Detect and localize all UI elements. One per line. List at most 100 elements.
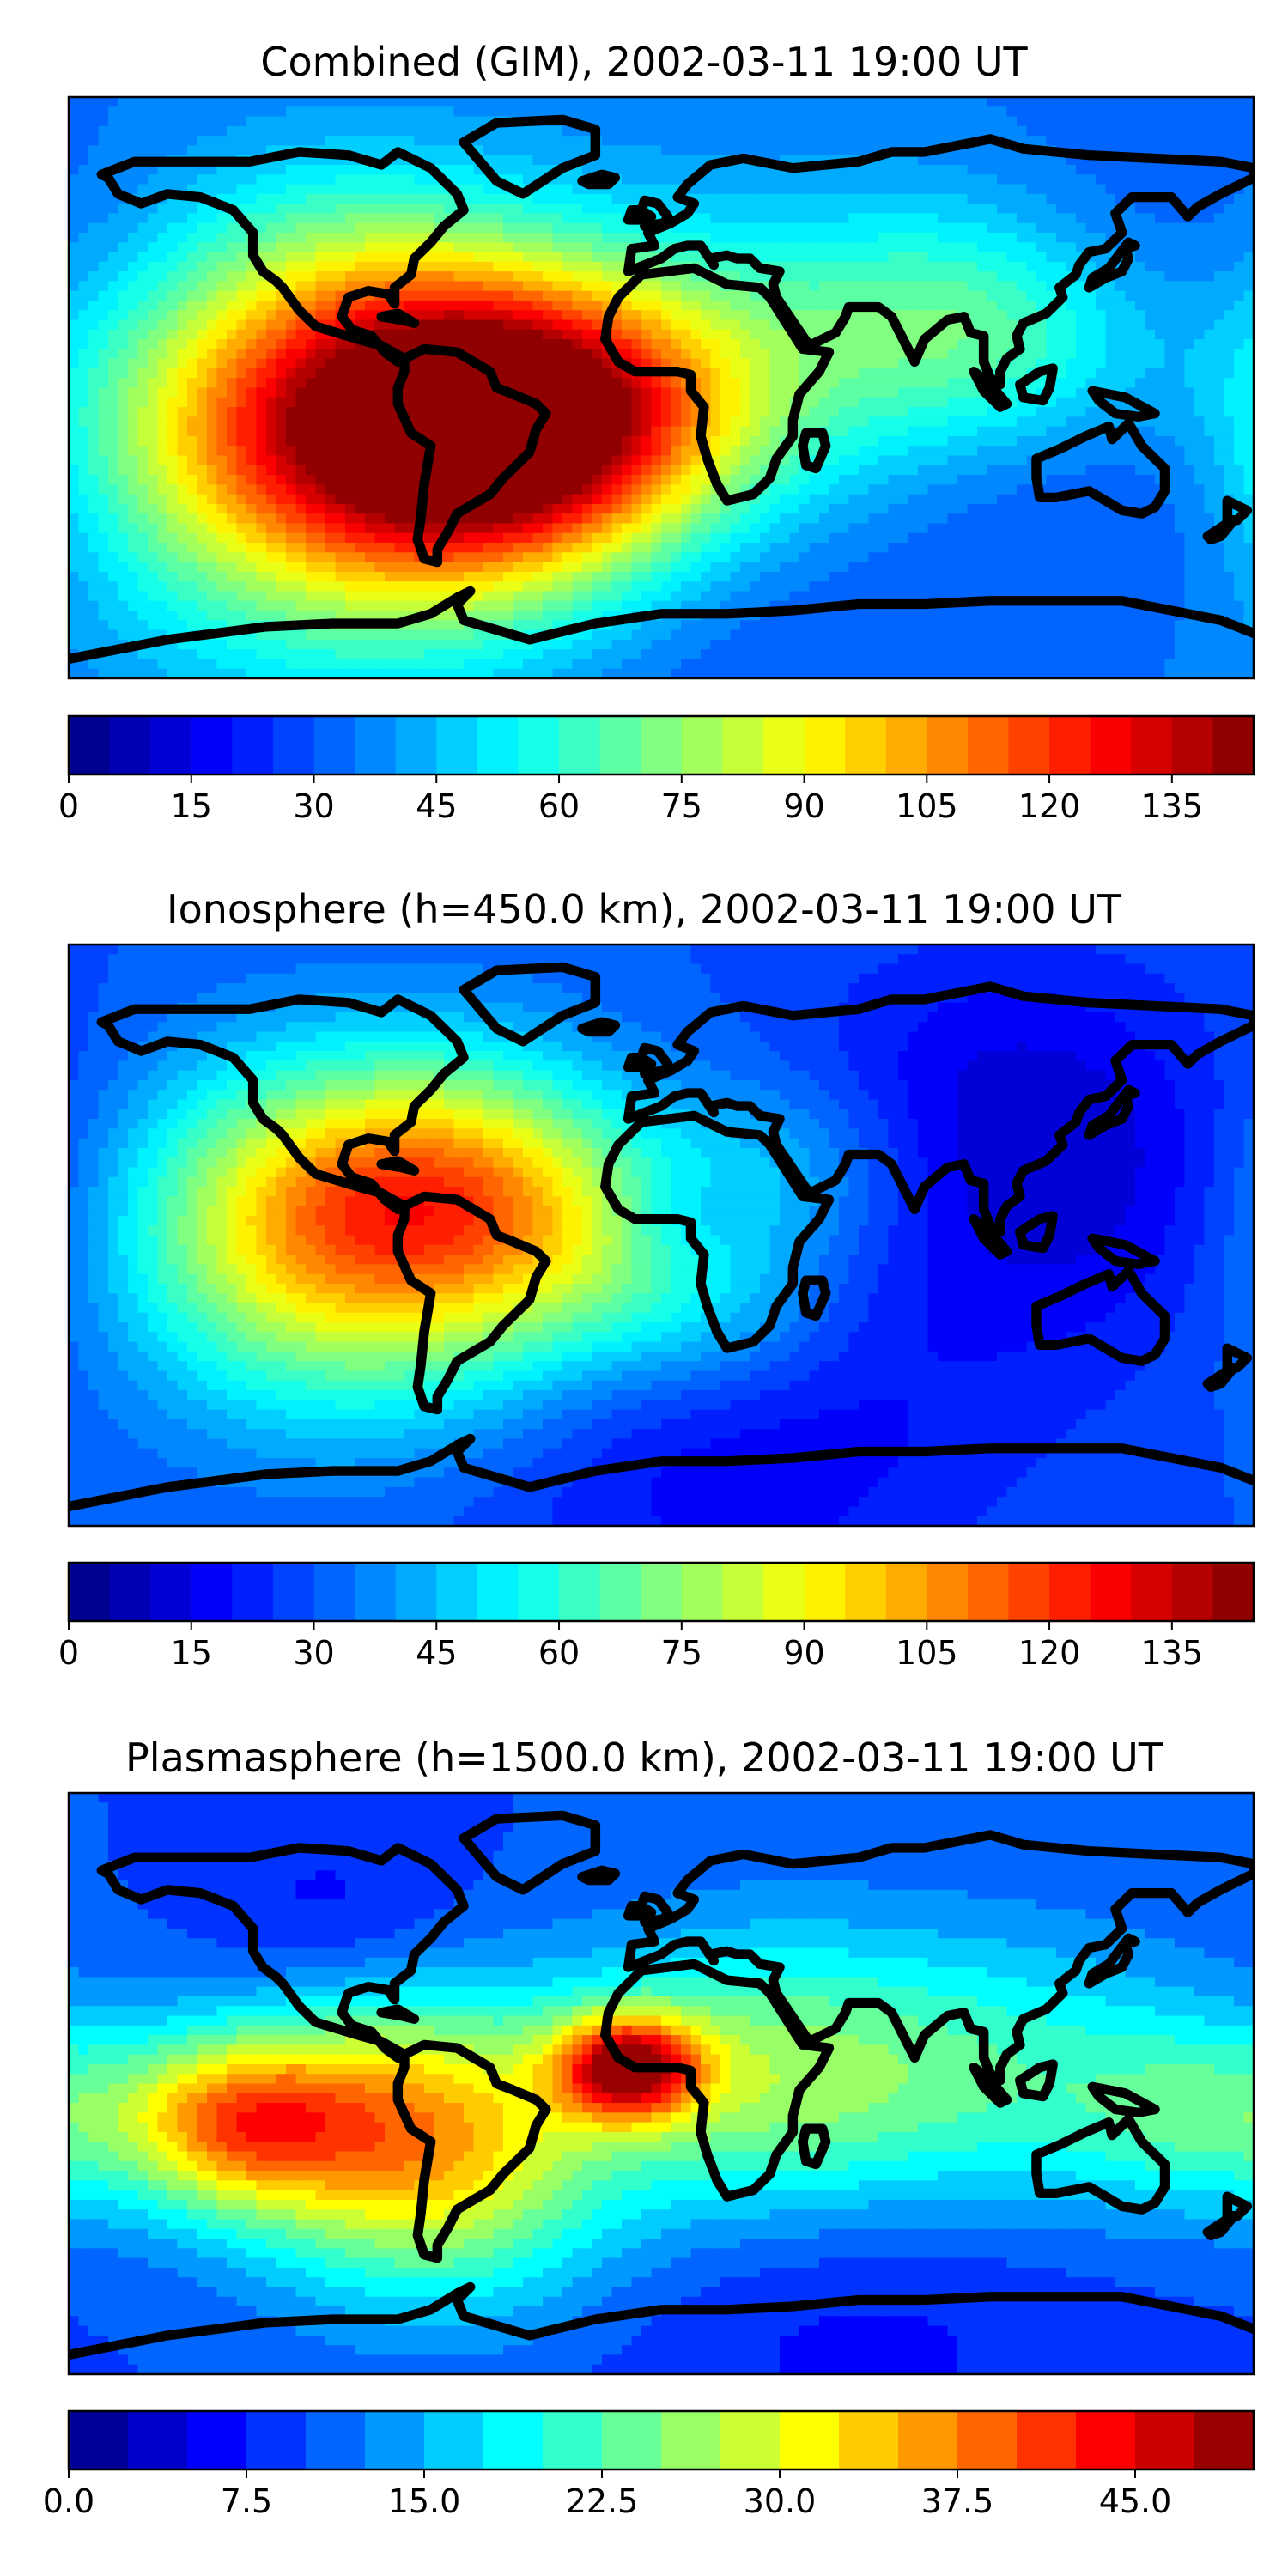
heat-cell	[1017, 261, 1028, 272]
heat-cell	[374, 261, 386, 272]
heat-cell	[859, 174, 870, 185]
heat-cell	[1026, 300, 1037, 311]
heat-cell	[167, 125, 179, 137]
heat-cell	[187, 407, 198, 417]
heat-cell	[404, 435, 416, 447]
heat-cell	[335, 407, 346, 417]
heat-cell	[898, 232, 909, 243]
heat-cell	[839, 106, 850, 118]
heat-cell	[701, 222, 712, 234]
heat-cell	[868, 358, 879, 369]
heat-cell	[1085, 116, 1097, 127]
heat-cell	[611, 435, 623, 447]
heat-cell	[513, 290, 524, 301]
heat-cell	[592, 310, 603, 321]
heat-cell	[1243, 435, 1254, 447]
heat-cell	[789, 252, 800, 263]
heat-cell	[543, 426, 554, 437]
heat-cell	[661, 145, 672, 156]
heat-cell	[1135, 329, 1146, 340]
heat-cell	[809, 300, 820, 311]
heat-cell	[938, 125, 949, 137]
heat-cell	[355, 484, 366, 495]
heat-cell	[128, 484, 139, 495]
heat-cell	[394, 300, 405, 311]
heat-cell	[690, 416, 702, 428]
heat-cell	[701, 329, 712, 340]
heat-cell	[1145, 145, 1156, 156]
heat-cell	[552, 193, 563, 204]
heat-cell	[562, 426, 574, 437]
heat-cell	[137, 125, 149, 137]
heat-cell	[582, 252, 593, 263]
heat-cell	[286, 368, 297, 379]
heat-cell	[108, 261, 119, 272]
heat-cell	[622, 349, 633, 360]
heat-cell	[216, 242, 228, 253]
heat-cell	[1164, 145, 1176, 156]
heat-cell	[602, 455, 613, 466]
heat-cell	[374, 281, 386, 292]
heat-cell	[927, 349, 939, 360]
heat-cell	[592, 455, 603, 466]
heat-cell	[651, 125, 662, 137]
heat-cell	[69, 174, 80, 185]
heat-cell	[1194, 193, 1206, 204]
heat-cell	[631, 475, 642, 485]
heat-cell	[918, 174, 929, 185]
heat-cell	[987, 193, 998, 204]
heat-cell	[177, 222, 188, 234]
heat-cell	[690, 465, 702, 476]
heat-cell	[167, 378, 179, 389]
heat-cell	[157, 494, 168, 505]
heat-cell	[404, 339, 416, 349]
heat-cell	[414, 378, 425, 389]
heat-cell	[572, 261, 583, 272]
heat-cell	[464, 213, 475, 224]
heat-cell	[938, 329, 949, 340]
heat-cell	[108, 213, 119, 224]
heat-cell	[1096, 435, 1107, 447]
heat-cell	[740, 164, 751, 175]
heat-cell	[908, 426, 919, 437]
heat-cell	[276, 204, 287, 214]
heat-cell	[1145, 204, 1156, 214]
heat-cell	[572, 97, 583, 107]
heat-cell	[681, 145, 692, 156]
heat-cell	[829, 271, 840, 282]
heat-cell	[355, 164, 366, 175]
heat-cell	[799, 484, 811, 495]
heat-cell	[878, 271, 890, 282]
heat-cell	[1194, 145, 1206, 156]
heat-cell	[128, 329, 139, 340]
heat-cell	[848, 174, 860, 185]
heat-cell	[1056, 426, 1067, 437]
heat-cell	[167, 329, 179, 340]
heat-cell	[483, 116, 495, 127]
heat-cell	[473, 204, 484, 214]
heat-cell	[335, 97, 346, 107]
heat-cell	[108, 290, 119, 301]
heat-cell	[1155, 407, 1166, 417]
heat-cell	[552, 290, 563, 301]
heat-cell	[1056, 407, 1067, 417]
heat-cell	[1135, 261, 1146, 272]
heat-cell	[809, 155, 820, 166]
heat-cell	[572, 426, 583, 437]
heat-cell	[315, 397, 326, 408]
heat-cell	[1076, 204, 1087, 214]
heat-cell	[374, 475, 386, 485]
heat-cell	[641, 378, 653, 389]
heat-cell	[493, 252, 504, 263]
heat-cell	[325, 475, 337, 485]
heat-cell	[503, 106, 514, 118]
heat-cell	[938, 261, 949, 272]
heat-cell	[157, 465, 168, 476]
heat-cell	[108, 455, 119, 466]
heat-cell	[829, 397, 840, 408]
heat-cell	[661, 106, 672, 118]
heat-cell	[523, 310, 534, 321]
heat-cell	[1164, 184, 1176, 195]
heat-cell	[1006, 475, 1018, 485]
heat-cell	[424, 184, 435, 195]
